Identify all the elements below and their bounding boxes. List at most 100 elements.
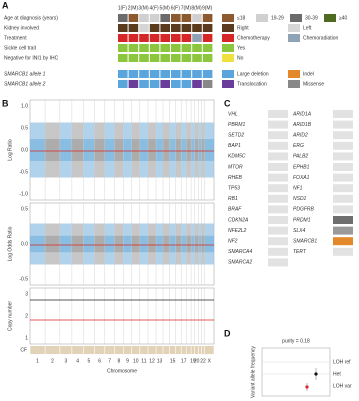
- scatter-band-core: [59, 235, 72, 253]
- x-tick-label: 11: [141, 358, 146, 364]
- scatter-band-core: [45, 235, 60, 253]
- legend-swatch: [222, 24, 234, 32]
- gene-status: [268, 205, 288, 214]
- gene-name: RHEB: [228, 175, 243, 181]
- point-loh: [305, 385, 309, 389]
- cell: [181, 34, 192, 42]
- patient-label: 3(M): [138, 5, 149, 11]
- cell: [149, 44, 160, 52]
- legend-label: Chemoradiation: [303, 35, 339, 41]
- scatter-band-core: [156, 139, 164, 161]
- cell: [139, 80, 149, 88]
- cell: [128, 70, 139, 78]
- plot-frame: [261, 347, 331, 397]
- cell: [139, 70, 149, 78]
- gene-status: [268, 258, 288, 267]
- scatter-band-core: [191, 235, 195, 253]
- scatter-band-core: [181, 235, 187, 253]
- legend-label: Right: [237, 25, 249, 31]
- scatter-band-core: [169, 235, 176, 253]
- patient-label: 8(M): [191, 5, 202, 11]
- y-tick-label: 0.5: [21, 125, 28, 131]
- legend-label: Missense: [303, 81, 324, 87]
- cf-cell: [123, 346, 132, 354]
- y-axis-label: Log Odds Ratio: [7, 226, 13, 261]
- cf-cell: [72, 346, 84, 354]
- x-tick-label: 8: [117, 358, 120, 364]
- gene-status: [268, 247, 288, 256]
- cell: [118, 24, 128, 32]
- cell: [160, 70, 170, 78]
- row-label: SMARCB1 allele 1: [4, 71, 46, 77]
- legend-swatch: [288, 24, 300, 32]
- gene-name: TP53: [228, 186, 240, 192]
- gene-name: ARID1B: [292, 122, 312, 128]
- cf-cell: [198, 346, 202, 354]
- cell: [160, 34, 170, 42]
- x-tick-label: 4: [76, 358, 79, 364]
- cf-cell: [186, 346, 191, 354]
- gene-status: [268, 110, 288, 118]
- scatter-band-core: [148, 235, 157, 253]
- plot-frame: [29, 287, 215, 345]
- x-tick-label: 5: [88, 358, 91, 364]
- cell: [192, 54, 202, 62]
- y-tick-label: 3: [25, 291, 28, 297]
- gene-name: SETD2: [228, 133, 244, 139]
- gene-name: ARID2: [292, 133, 308, 139]
- cell: [118, 34, 128, 42]
- row-label: Treatment: [4, 35, 27, 41]
- scatter-band-core: [175, 235, 182, 253]
- x-tick-label: 9: [126, 358, 129, 364]
- gene-name: BRAF: [228, 207, 242, 213]
- legend-label: ≤18: [237, 15, 246, 21]
- x-tick-label: 3: [64, 358, 67, 364]
- cell: [171, 54, 181, 62]
- gene-name: PBRM1: [228, 122, 245, 128]
- gene-status: [333, 237, 353, 246]
- cf-cell: [181, 346, 186, 354]
- legend-swatch: [288, 70, 300, 78]
- patient-label: 2(M): [128, 5, 139, 11]
- gene-name: VHL: [228, 111, 238, 117]
- gene-status: [333, 216, 353, 224]
- cell: [139, 54, 149, 62]
- gene-name: RB1: [228, 196, 238, 202]
- panel-label: B: [2, 98, 9, 108]
- scatter-band-core: [30, 235, 46, 253]
- cell: [139, 14, 149, 22]
- cf-cell: [30, 346, 45, 354]
- cf-cell: [45, 346, 60, 354]
- cell: [202, 70, 213, 78]
- cell: [202, 24, 213, 32]
- gene-status: [333, 120, 353, 129]
- x-tick-label: 17: [181, 358, 187, 364]
- cell: [149, 80, 160, 88]
- cell: [202, 44, 213, 52]
- y-tick-label: 2: [25, 313, 28, 319]
- legend-swatch: [222, 54, 234, 62]
- scatter-band-core: [204, 235, 214, 253]
- x-tick-label: 6: [98, 358, 101, 364]
- gene-name: CDKN2A: [228, 217, 249, 223]
- cell: [181, 70, 192, 78]
- row-label: Kidney involved: [4, 25, 39, 31]
- scatter-band-core: [104, 139, 115, 161]
- scatter-band-core: [71, 235, 84, 253]
- cf-cell: [194, 346, 199, 354]
- patient-label: 5(M): [160, 5, 171, 11]
- cell: [181, 24, 192, 32]
- purity: purity = 0.18: [282, 338, 310, 344]
- cell: [128, 24, 139, 32]
- legend-label: Chemotherapy: [237, 35, 270, 41]
- cell: [181, 80, 192, 88]
- x-tick-label: 12: [149, 358, 155, 364]
- cell: [149, 70, 160, 78]
- cell: [171, 80, 181, 88]
- patient-label: 1(F): [118, 5, 128, 11]
- gene-status: [268, 226, 288, 235]
- scatter-band-core: [175, 139, 182, 161]
- patient-label: 6(F): [171, 5, 181, 11]
- cell: [118, 80, 128, 88]
